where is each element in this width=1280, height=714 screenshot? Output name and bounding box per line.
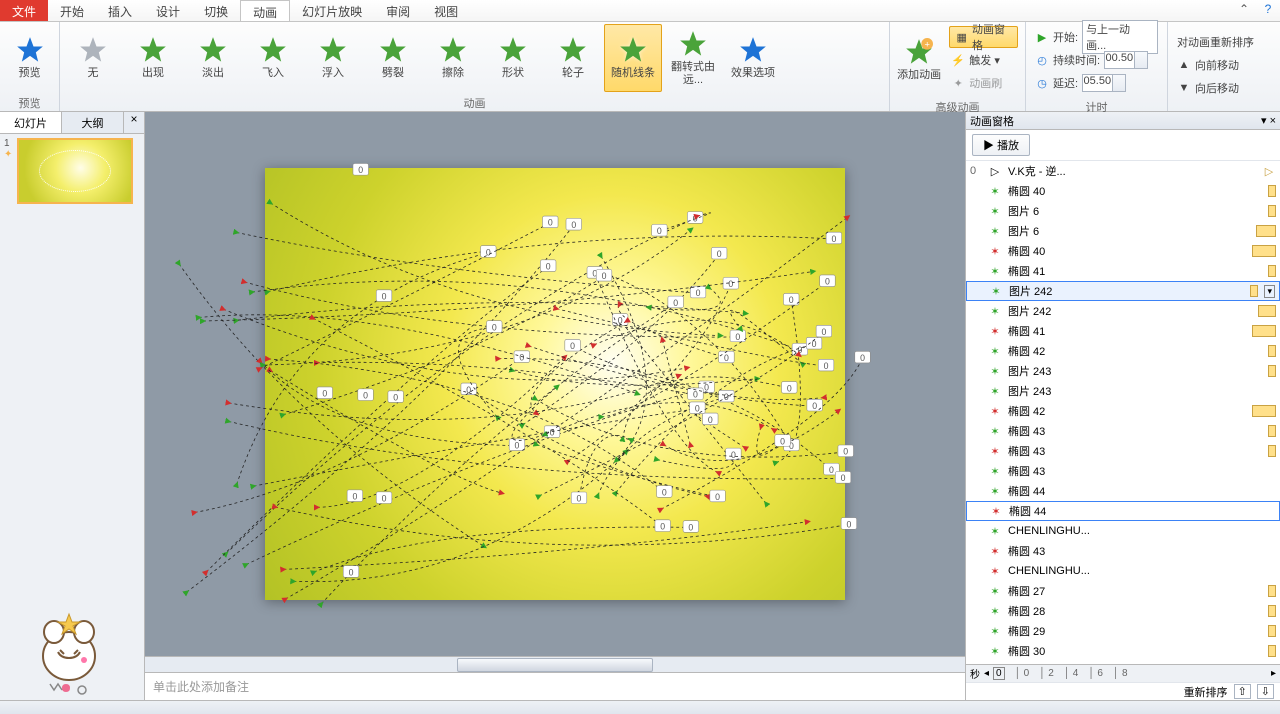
menu-tab-1[interactable]: 插入 — [96, 0, 144, 21]
start-timing-row[interactable]: ▶开始:与上一动画... — [1033, 26, 1160, 48]
menu-tab-6[interactable]: 审阅 — [374, 0, 422, 21]
animation-item-16[interactable]: ✶椭圆 44 — [966, 501, 1280, 521]
main-area: 幻灯片 大纲 × 1 ✦ 000000000000000000000000000… — [0, 112, 1280, 700]
menu-tab-0[interactable]: 开始 — [48, 0, 96, 21]
animation-item-6[interactable]: ✶图片 242 — [966, 301, 1280, 321]
animation-item-10[interactable]: ✶图片 243 — [966, 381, 1280, 401]
animation-item-1[interactable]: ✶图片 6 — [966, 201, 1280, 221]
effect-形状[interactable]: 形状 — [484, 24, 542, 92]
animation-pane-button[interactable]: ▦动画窗格 — [949, 26, 1018, 48]
animation-item-audio[interactable]: 0 ▷ V.K克 - 逆... ▷ — [966, 161, 1280, 181]
play-trigger-icon: ▷ — [988, 165, 1002, 178]
animation-pane: 动画窗格▾ × ▶ 播放 0 ▷ V.K克 - 逆... ▷ ✶椭圆 40✶图片… — [965, 112, 1280, 700]
reorder-group-label — [1168, 108, 1280, 111]
horizontal-scrollbar[interactable] — [145, 656, 965, 672]
animation-pane-title: 动画窗格 — [970, 113, 1014, 129]
animation-item-17[interactable]: ✶CHENLINGHU... — [966, 521, 1280, 541]
animation-item-4[interactable]: ✶椭圆 41 — [966, 261, 1280, 281]
animation-item-19[interactable]: ✶CHENLINGHU... — [966, 561, 1280, 581]
preview-group-label: 预览 — [0, 94, 59, 113]
slide-canvas[interactable] — [265, 168, 845, 600]
menu-tab-5[interactable]: 幻灯片放映 — [290, 0, 374, 21]
move-later-button[interactable]: ▼向后移动 — [1175, 77, 1256, 99]
reorder-up-icon[interactable]: ⇧ — [1234, 684, 1251, 699]
file-tab[interactable]: 文件 — [0, 0, 48, 21]
effect-options-button[interactable]: 效果选项 — [724, 24, 782, 92]
animation-item-14[interactable]: ✶椭圆 43 — [966, 461, 1280, 481]
menu-tab-3[interactable]: 切换 — [192, 0, 240, 21]
menu-tab-4[interactable]: 动画 — [240, 0, 290, 21]
notes-pane[interactable]: 单击此处添加备注 — [145, 672, 965, 700]
close-pane-icon[interactable]: × — [1270, 115, 1276, 127]
preview-button[interactable]: 预览 — [4, 24, 55, 92]
animation-item-9[interactable]: ✶图片 243 — [966, 361, 1280, 381]
animation-item-7[interactable]: ✶椭圆 41 — [966, 321, 1280, 341]
reorder-footer: 重新排序 ⇧ ⇩ — [966, 682, 1280, 700]
ribbon: 预览 预览 无出现淡出飞入浮入劈裂擦除形状轮子随机线条翻转式由远...效果选项 … — [0, 22, 1280, 112]
help-icon[interactable]: ? — [1256, 0, 1280, 21]
effect-随机线条[interactable]: 随机线条 — [604, 24, 662, 92]
effect-无[interactable]: 无 — [64, 24, 122, 92]
status-bar — [0, 700, 1280, 714]
outline-tab[interactable]: 大纲 — [62, 112, 124, 133]
add-animation-button[interactable]: + 添加动画 — [894, 26, 944, 94]
preview-label: 预览 — [19, 67, 41, 79]
animation-item-3[interactable]: ✶椭圆 40 — [966, 241, 1280, 261]
reorder-down-icon[interactable]: ⇩ — [1257, 684, 1274, 699]
ribbon-collapse-icon[interactable]: ⌃ — [1232, 0, 1256, 21]
animation-item-21[interactable]: ✶椭圆 28 — [966, 601, 1280, 621]
duration-row[interactable]: ◴持续时间:00.50 — [1033, 49, 1160, 71]
effect-飞入[interactable]: 飞入 — [244, 24, 302, 92]
anim-group-label: 动画 — [60, 94, 889, 113]
slide-editor: 0000000000000000000000000000000000000000… — [145, 112, 965, 700]
svg-text:+: + — [925, 40, 930, 50]
animation-item-12[interactable]: ✶椭圆 43 — [966, 421, 1280, 441]
animation-item-5[interactable]: ✶图片 242▾ — [966, 281, 1280, 301]
slides-tab[interactable]: 幻灯片 — [0, 112, 62, 133]
menu-tab-2[interactable]: 设计 — [144, 0, 192, 21]
animation-item-11[interactable]: ✶椭圆 42 — [966, 401, 1280, 421]
slide-number: 1 ✦ — [4, 138, 14, 204]
svg-text:0: 0 — [846, 519, 851, 529]
animation-item-18[interactable]: ✶椭圆 43 — [966, 541, 1280, 561]
svg-text:0: 0 — [860, 353, 865, 363]
effect-浮入[interactable]: 浮入 — [304, 24, 362, 92]
add-animation-label: 添加动画 — [897, 69, 941, 81]
animation-item-13[interactable]: ✶椭圆 43 — [966, 441, 1280, 461]
effect-轮子[interactable]: 轮子 — [544, 24, 602, 92]
animation-painter-button[interactable]: ✦动画刷 — [949, 72, 1018, 94]
animation-item-15[interactable]: ✶椭圆 44 — [966, 481, 1280, 501]
timeline-footer: 秒◂ 0 │ 0│ 2│ 4│ 6│ 8 ▸ — [966, 664, 1280, 682]
delay-row[interactable]: ◷延迟:05.50 — [1033, 72, 1160, 94]
effect-擦除[interactable]: 擦除 — [424, 24, 482, 92]
menu-tab-7[interactable]: 视图 — [422, 0, 470, 21]
mascot-character — [34, 612, 104, 698]
animation-item-8[interactable]: ✶椭圆 42 — [966, 341, 1280, 361]
audio-icon: ▷ — [1262, 165, 1276, 178]
effect-翻转式由远...[interactable]: 翻转式由远... — [664, 24, 722, 92]
slide-thumbnail-1[interactable] — [17, 138, 133, 204]
animation-item-20[interactable]: ✶椭圆 27 — [966, 581, 1280, 601]
effect-出现[interactable]: 出现 — [124, 24, 182, 92]
animation-item-23[interactable]: ✶椭圆 30 — [966, 641, 1280, 661]
menu-bar: 文件 开始插入设计切换动画幻灯片放映审阅视图 ⌃ ? — [0, 0, 1280, 22]
play-button[interactable]: ▶ 播放 — [972, 134, 1030, 156]
animation-item-22[interactable]: ✶椭圆 29 — [966, 621, 1280, 641]
trigger-button[interactable]: ⚡触发 ▾ — [949, 49, 1018, 71]
dropdown-icon[interactable]: ▾ — [1261, 114, 1267, 127]
animation-item-0[interactable]: ✶椭圆 40 — [966, 181, 1280, 201]
reorder-title: 对动画重新排序 — [1175, 31, 1256, 53]
animation-item-2[interactable]: ✶图片 6 — [966, 221, 1280, 241]
close-panel-icon[interactable]: × — [124, 112, 144, 133]
move-earlier-button[interactable]: ▲向前移动 — [1175, 54, 1256, 76]
effect-淡出[interactable]: 淡出 — [184, 24, 242, 92]
effect-劈裂[interactable]: 劈裂 — [364, 24, 422, 92]
